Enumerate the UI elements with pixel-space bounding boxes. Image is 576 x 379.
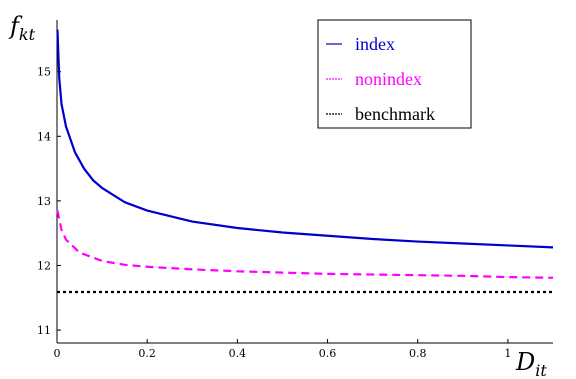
legend: index nonindex benchmark: [317, 19, 472, 129]
series-nonindex-line: [56, 210, 554, 279]
x-tick-label: 0.6: [319, 347, 337, 360]
legend-box: [317, 19, 472, 129]
legend-label-index: index: [355, 34, 395, 54]
series-lines: [56, 29, 554, 294]
y-tick-label: 15: [37, 66, 51, 79]
y-tick-label: 13: [37, 195, 51, 208]
y-axis-title-sub: kt: [19, 25, 36, 44]
x-tick-label: 0.2: [138, 347, 156, 360]
x-tick-label: 0.8: [409, 347, 427, 360]
x-tick-label: 1: [504, 347, 511, 360]
legend-label-nonindex: nonindex: [355, 69, 422, 89]
legend-label-benchmark: benchmark: [355, 104, 435, 124]
y-axis-title: fkt: [8, 12, 36, 44]
x-axis-title-sub: it: [535, 361, 547, 379]
y-tick-label: 14: [37, 130, 51, 143]
x-axis-title: Dit: [515, 348, 547, 379]
x-axis-title-main: D: [515, 348, 535, 376]
plot-area: [56, 20, 553, 344]
y-tick-label: 12: [37, 259, 51, 272]
x-tick-label: 0: [54, 347, 61, 360]
y-tick-label: 11: [37, 324, 51, 337]
legend-entries: index nonindex benchmark: [326, 34, 435, 124]
series-index-line: [56, 29, 554, 249]
x-tick-label: 0.4: [229, 347, 247, 360]
